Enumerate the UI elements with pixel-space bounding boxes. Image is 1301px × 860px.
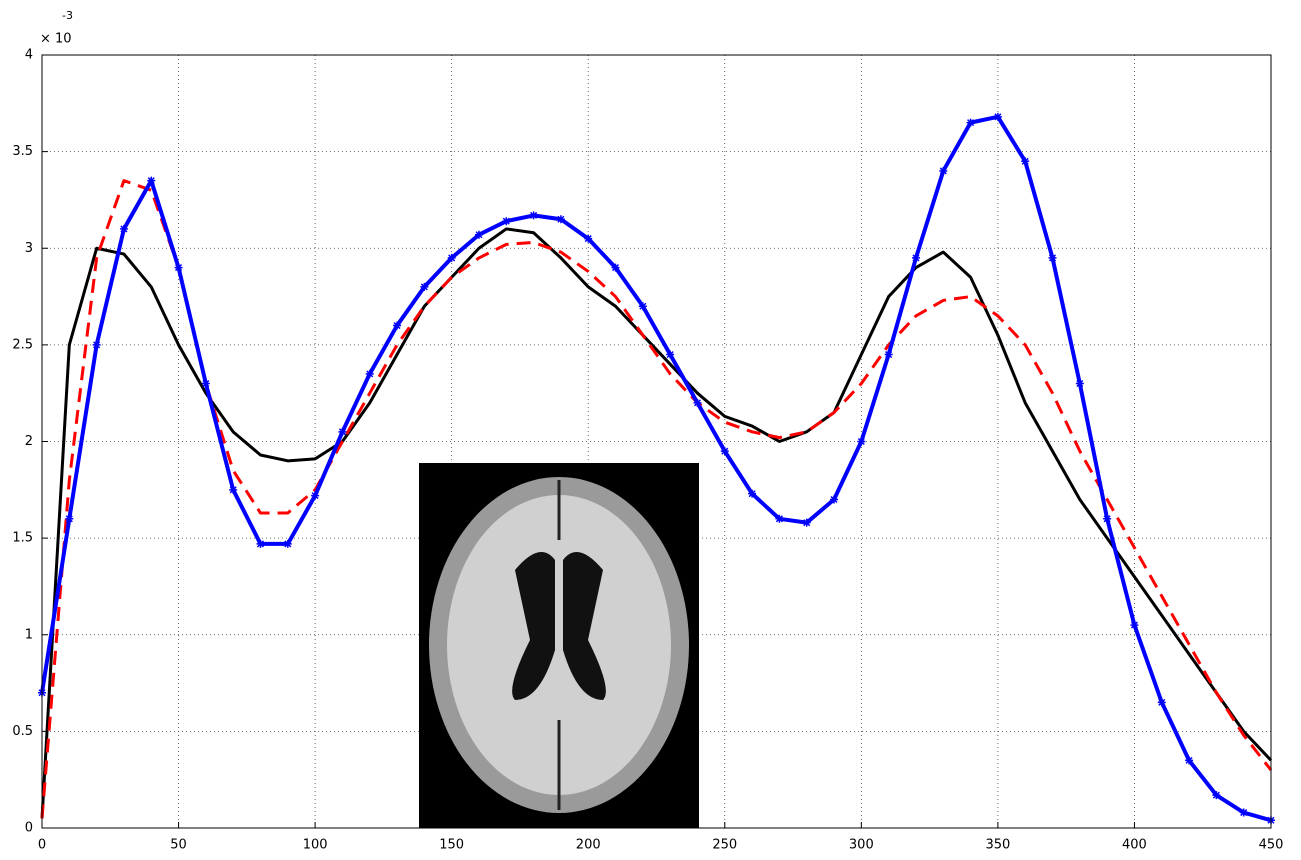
x-tick-label: 50 (170, 838, 187, 853)
star-marker (311, 491, 320, 500)
x-tick-label: 400 (1122, 838, 1147, 853)
star-marker (748, 489, 757, 498)
star-marker (420, 282, 429, 291)
star-marker (1048, 253, 1057, 262)
y-tick-label: 0 (25, 821, 33, 836)
star-marker (611, 263, 620, 272)
x-tick-label: 100 (303, 838, 328, 853)
star-marker (174, 263, 183, 272)
star-marker (338, 427, 347, 436)
y-tick-label: 2.5 (12, 337, 33, 352)
star-marker (720, 447, 729, 456)
x-tick-label: 350 (985, 838, 1010, 853)
star-marker (1157, 698, 1166, 707)
star-marker (693, 398, 702, 407)
x-tick-label: 250 (712, 838, 737, 853)
series-line (40, 179, 1273, 819)
star-marker (92, 340, 101, 349)
star-marker (857, 437, 866, 446)
series-line (40, 114, 1272, 823)
star-marker (1212, 791, 1221, 800)
star-marker (638, 302, 647, 311)
y-tick-label: 3.5 (12, 144, 33, 159)
star-marker (666, 350, 675, 359)
y-multiplier: × 10 (40, 32, 72, 47)
star-marker (65, 514, 74, 523)
star-marker (147, 176, 156, 185)
star-marker (256, 539, 265, 548)
star-marker (229, 485, 238, 494)
x-tick-label: 150 (439, 838, 464, 853)
star-marker (911, 253, 920, 262)
star-marker (1130, 621, 1139, 630)
y-tick-label: 1 (25, 627, 33, 642)
star-marker (584, 234, 593, 243)
y-tick-label: 3 (25, 241, 33, 256)
star-marker (365, 369, 374, 378)
star-marker (884, 350, 893, 359)
star-marker (775, 514, 784, 523)
star-marker (1185, 756, 1194, 765)
star-marker (447, 253, 456, 262)
y-tick-label: 1.5 (12, 531, 33, 546)
y-exponent: -3 (62, 9, 73, 22)
star-marker (966, 118, 975, 127)
y-tick-label: 0.5 (12, 724, 33, 739)
plot-frame (41, 54, 1272, 829)
star-marker (556, 215, 565, 224)
star-marker (1021, 157, 1030, 166)
star-marker (802, 518, 811, 527)
star-marker (283, 539, 292, 548)
star-marker (474, 230, 483, 239)
y-tick-label: 2 (25, 434, 33, 449)
star-marker (1103, 514, 1112, 523)
x-tick-label: 300 (849, 838, 874, 853)
x-tick-label: 0 (38, 838, 46, 853)
star-marker (939, 166, 948, 175)
star-marker (529, 211, 538, 220)
star-marker (201, 379, 210, 388)
brain-inset (419, 463, 699, 828)
y-tick-label: 4 (25, 48, 33, 63)
star-marker (830, 495, 839, 504)
star-marker (393, 321, 402, 330)
x-tick-label: 200 (576, 838, 601, 853)
series-line (40, 227, 1273, 819)
star-marker (1075, 379, 1084, 388)
star-marker (1239, 808, 1248, 817)
star-marker (502, 217, 511, 226)
x-tick-label: 450 (1259, 838, 1284, 853)
star-marker (119, 224, 128, 233)
star-marker (993, 112, 1002, 121)
